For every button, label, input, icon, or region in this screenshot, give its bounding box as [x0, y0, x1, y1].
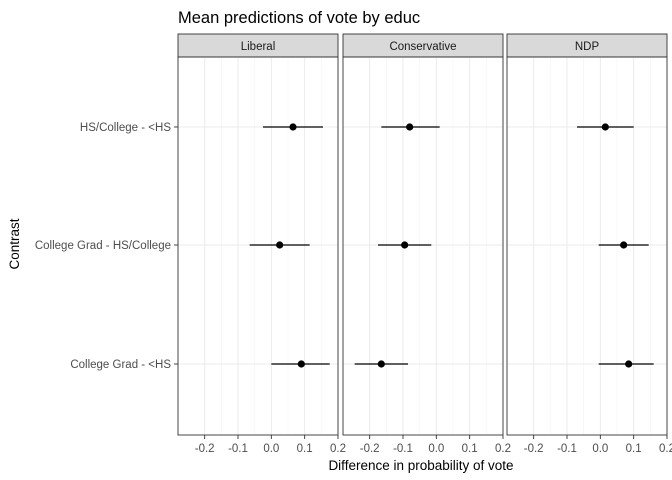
- estimate-point: [406, 123, 414, 131]
- x-tick-label: 0.2: [495, 443, 511, 455]
- y-tick-label: College Grad - HS/College: [35, 240, 171, 252]
- x-tick-label: -0.2: [360, 443, 380, 455]
- x-tick-label: 0.0: [592, 443, 608, 455]
- estimate-point: [377, 360, 385, 368]
- estimate-point: [625, 360, 633, 368]
- x-tick-label: -0.1: [393, 443, 413, 455]
- facet-strip-label: Liberal: [241, 41, 276, 53]
- facet-strip-label: Conservative: [389, 41, 456, 53]
- x-tick-label: -0.2: [524, 443, 544, 455]
- estimate-point: [297, 360, 305, 368]
- facet-panel-ndp: NDP -0.2 -0.1 0.0 0.1 0.2: [506, 33, 672, 455]
- x-tick-label: 0.1: [462, 443, 478, 455]
- y-tick-label: HS/College - <HS: [80, 122, 171, 134]
- panel-border: [506, 56, 668, 436]
- facet-strip-label: NDP: [575, 41, 600, 53]
- facet-panels: Liberal -0.2 -0.1 0.0 0.1 0.2 Conservative -0.2…: [177, 33, 672, 455]
- chart-title: Mean predictions of vote by educ: [178, 9, 420, 27]
- estimate-point: [601, 123, 609, 131]
- x-tick-label: 0.2: [659, 443, 672, 455]
- estimate-point: [620, 241, 628, 249]
- x-tick-label: -0.1: [228, 443, 248, 455]
- estimate-point: [289, 123, 297, 131]
- panel-border: [177, 56, 339, 436]
- x-tick-label: 0.0: [428, 443, 444, 455]
- facet-panel-conservative: Conservative -0.2 -0.1 0.0 0.1 0.2: [342, 33, 511, 455]
- estimate-point: [401, 241, 409, 249]
- x-tick-label: -0.2: [195, 443, 215, 455]
- y-axis-title: Contrast: [7, 218, 22, 269]
- x-tick-label: 0.1: [626, 443, 642, 455]
- x-tick-label: 0.2: [330, 443, 346, 455]
- y-axis-labels: HS/College - <HS College Grad - HS/Colleg…: [35, 122, 178, 371]
- facet-panel-liberal: Liberal -0.2 -0.1 0.0 0.1 0.2: [177, 33, 346, 455]
- x-tick-label: 0.0: [263, 443, 279, 455]
- x-tick-label: -0.1: [557, 443, 577, 455]
- x-axis-title: Difference in probability of vote: [328, 458, 513, 473]
- x-tick-label: 0.1: [297, 443, 313, 455]
- panel-border: [342, 56, 504, 436]
- y-tick-label: College Grad - <HS: [70, 359, 171, 371]
- estimate-point: [276, 241, 284, 249]
